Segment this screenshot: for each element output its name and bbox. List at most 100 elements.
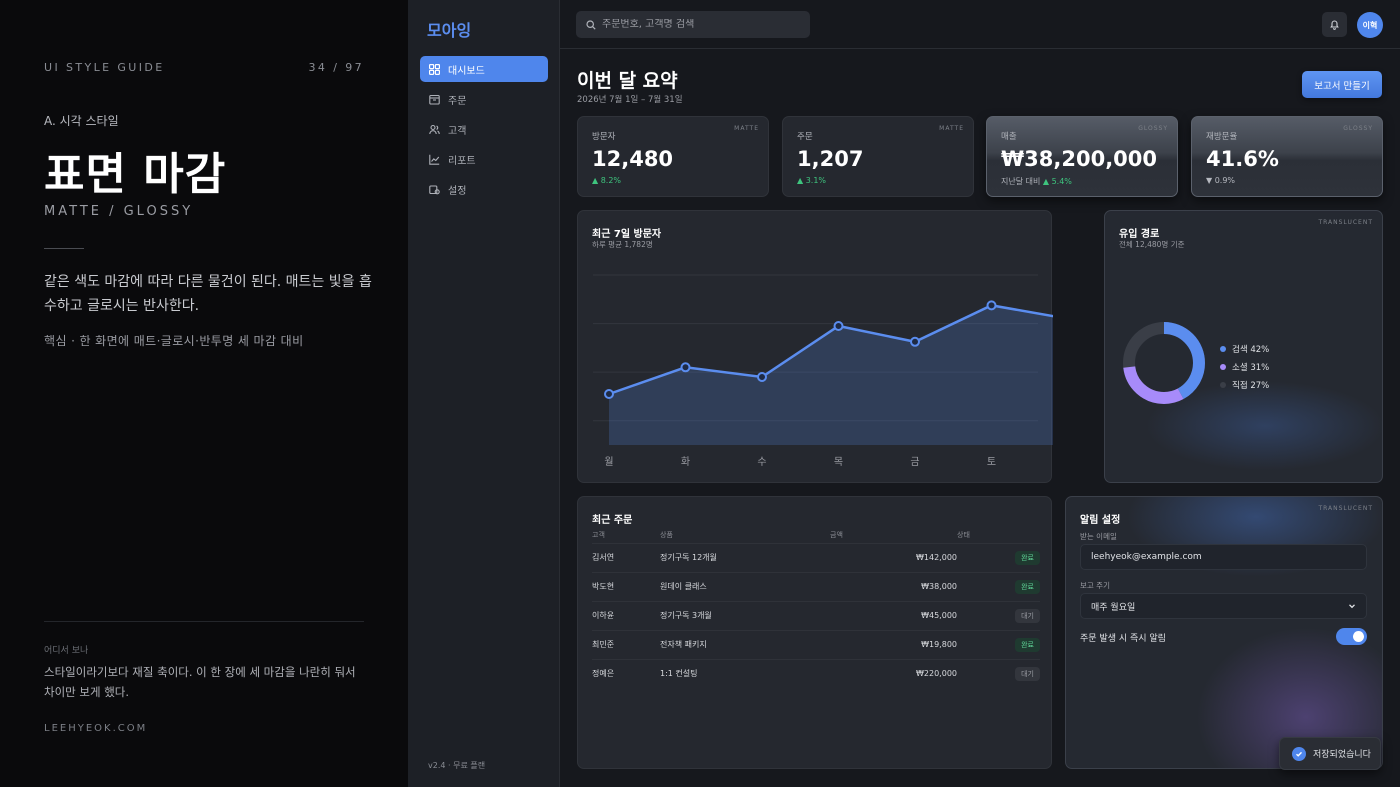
alerts-title: 알림 설정 [1080,515,1121,526]
section-label: A. 시각 스타일 [44,114,119,128]
table-row[interactable]: 최민준 전자책 패키지 ₩19,800 완료 [592,630,1040,660]
instant-alert-toggle[interactable] [1336,628,1367,645]
table-row[interactable]: 김서연 정기구독 12개월 ₩142,000 완료 [592,543,1040,573]
chart-icon [428,153,440,165]
saved-toast: 저장되었습니다 [1279,737,1381,770]
table-row[interactable]: 정예은 1:1 컨설팅 ₩220,000 대기 [592,659,1040,688]
divider [44,248,84,249]
donut-slice-search [1123,322,1205,404]
traffic-card: TRANSLUCENT 유입 경로 전체 12,480명 기준 검색 42% 소… [1104,210,1383,483]
x-tick-label: 월 [604,456,613,468]
finish-tag: MATTE [939,125,964,132]
chart-title: 최근 7일 방문자 [592,229,662,240]
sidebar-item-reports[interactable]: 리포트 [420,146,548,172]
where-text: 스타일이라기보다 재질 축이다. 이 한 장에 세 마감을 나란히 둬서 차이만… [44,665,356,699]
kpi-delta: ▲ 8.2% [592,176,622,185]
grid-icon [428,63,440,75]
where-title: 어디서 보나 [44,646,89,656]
kpi-card-visitors: MATTE 방문자 12,480 ▲ 8.2% [577,116,769,197]
cell-amount: ₩142,000 [830,543,957,573]
finish-tag: TRANSLUCENT [1318,219,1373,226]
data-point [680,362,691,373]
data-point [910,336,920,347]
legend-item: 소셜 31% [1220,358,1269,376]
email-field[interactable]: leehyeok@example.com [1080,544,1367,570]
cell-customer: 박도현 [592,572,660,602]
report-cycle-select[interactable]: 매주 월요일 [1080,593,1367,619]
check-icon [1292,746,1306,761]
status-badge: 완료 [1015,637,1040,652]
notifications-button[interactable] [1322,12,1347,37]
cell-amount: ₩220,000 [916,669,957,679]
kpi-label: 주문 [797,132,813,142]
kpi-delta: 지난달 대비 ▲ 5.4% [1001,176,1072,187]
legend-label: 소셜 31% [1232,363,1270,373]
sidebar-item-settings[interactable]: 설정 [420,176,548,202]
col-amount: 금액 [830,527,957,544]
traffic-subtitle: 전체 12,480명 기준 [1119,240,1185,249]
guide-header: UI STYLE GUIDE 34 / 97 [44,61,364,74]
sidebar-nav: 대시보드 주문 고객 리포트 설정 [420,56,548,206]
page-title: 이번 달 요약 [577,70,678,92]
app-logo[interactable]: 모아잉 [427,21,472,40]
legend-item: 직접 27% [1220,376,1269,394]
kpi-value: ₩38,200,000 [1001,147,1158,171]
cell-amount: ₩45,000 [830,601,957,631]
finish-tag: TRANSLUCENT [1318,505,1373,512]
col-customer: 고객 [592,527,660,544]
visitors-line-chart: 월화수목금토일 [593,274,1053,468]
legend-dot [1220,346,1226,352]
data-point [986,300,997,311]
data-point [833,321,844,331]
finish-tag: GLOSSY [1138,125,1168,132]
search-input[interactable] [602,19,792,30]
cell-customer: 김서연 [592,543,660,573]
cell-status: 완료 [957,543,1040,573]
x-tick-label: 화 [681,456,690,468]
main-content: 이혁 이번 달 요약 2026년 7월 1일 – 7월 31일 보고서 만들기 … [560,0,1400,787]
sidebar-item-customers[interactable]: 고객 [420,116,548,142]
col-status: 상태 [957,527,1040,544]
cell-customer: 이하윤 [592,601,660,631]
cell-product: 1:1 컨설팅 [660,669,698,679]
kpi-delta-value: ▲ 5.4% [1042,177,1072,186]
kpi-card-revenue: GLOSSY 매출 ₩38,200,000 지난달 대비 ▲ 5.4% [986,116,1178,197]
sidebar-item-label: 리포트 [448,155,476,167]
alert-settings-card: TRANSLUCENT 알림 설정 받는 이메일 leehyeok@exampl… [1065,496,1383,769]
guide-label: UI STYLE GUIDE [44,61,165,74]
create-report-button[interactable]: 보고서 만들기 [1302,71,1382,98]
sidebar-item-label: 주문 [448,95,467,107]
search-box[interactable] [576,11,810,38]
sidebar-item-dashboard[interactable]: 대시보드 [420,56,548,82]
col-product: 상품 [660,527,830,544]
status-badge: 대기 [1015,666,1040,681]
x-tick-label: 금 [910,456,919,468]
cell-product: 원데이 클래스 [660,572,830,602]
donut-slice-social [1123,322,1205,404]
data-point [757,372,767,382]
table-row[interactable]: 박도현 원데이 클래스 ₩38,000 완료 [592,572,1040,602]
kpi-label: 재방문율 [1206,132,1238,142]
table-row[interactable]: 이하윤 정기구독 3개월 ₩45,000 대기 [592,601,1040,631]
sidebar-item-orders[interactable]: 주문 [420,86,548,112]
cell-amount: ₩19,800 [830,630,957,660]
traffic-donut-chart [1123,322,1205,404]
toast-text: 저장되었습니다 [1313,750,1371,760]
cell-product: 전자책 패키지 [660,630,830,660]
avatar[interactable]: 이혁 [1357,12,1383,38]
cell-status: 완료 [957,630,1040,660]
traffic-title: 유입 경로 [1119,229,1160,240]
date-range: 2026년 7월 1일 – 7월 31일 [577,95,683,105]
sidebar-item-label: 고객 [448,125,467,137]
legend-label: 검색 42% [1232,345,1270,355]
status-badge: 완료 [1015,550,1040,565]
site-link[interactable]: LEEHYEOK.COM [44,723,148,734]
legend-item: 검색 42% [1220,340,1269,358]
x-tick-label: 목 [834,456,843,468]
legend-dot [1220,364,1226,370]
box-icon [428,93,440,105]
topbar: 이혁 [560,0,1400,49]
kpi-label: 매출 [1001,132,1017,142]
gear-icon [428,183,440,195]
kpi-value: 1,207 [797,147,864,171]
